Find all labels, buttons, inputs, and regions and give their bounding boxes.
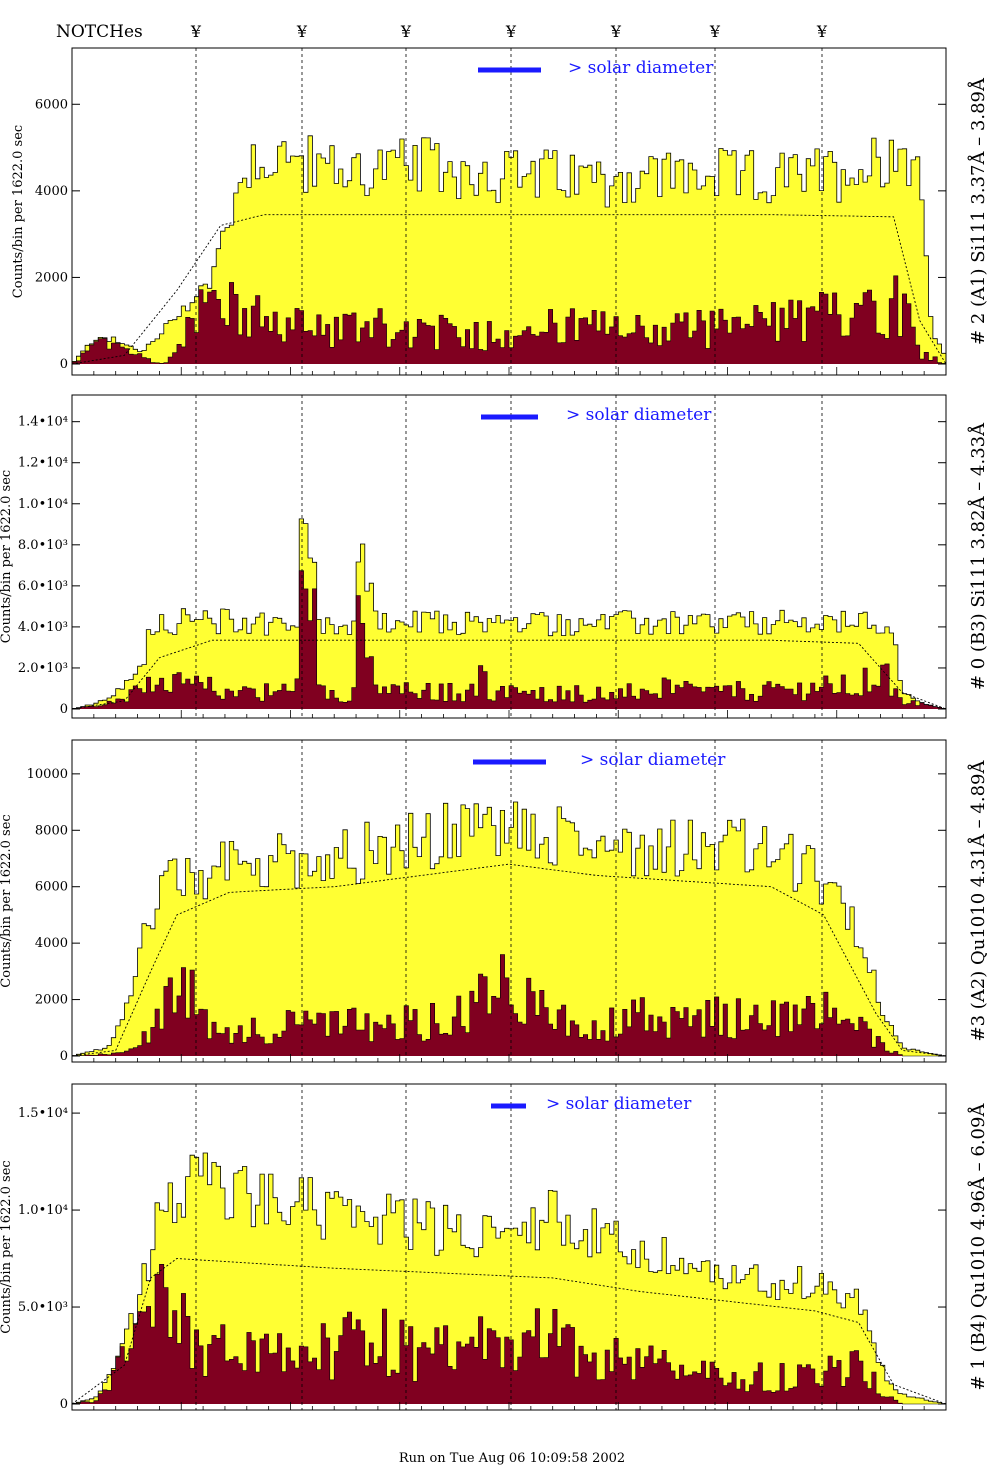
notch-markers: ¥ ¥ ¥ ¥ ¥ ¥ ¥ (190, 22, 828, 41)
y-axis-label: Counts/bin per 1622.0 sec (0, 814, 14, 987)
legend-text: > solar diameter (580, 750, 726, 770)
chart-panel: 0 2.0•10³ 4.0•10³ 6.0•10³ 8.0•10³ 1.0•10⁴ 1.2•… (0, 394, 989, 719)
total-counts-area (72, 135, 946, 364)
panel-label: # 1 (B4) Qu1010 4.96Å – 6.09Å (967, 1103, 989, 1391)
y-axis-label: Counts/bin per 1622.0 sec (0, 1160, 14, 1333)
y-tick-label: 0 (60, 1397, 68, 1412)
legend-text: > solar diameter (546, 1094, 692, 1114)
legend-text: > solar diameter (568, 58, 714, 78)
y-tick-label: 2.0•10³ (18, 661, 68, 676)
notches-label: NOTCHes (56, 22, 143, 42)
y-tick-label: 1.4•10⁴ (18, 415, 68, 430)
total-counts-area (72, 802, 946, 1056)
notch-marker: ¥ (610, 22, 622, 41)
y-tick-label: 2000 (35, 270, 68, 285)
y-tick-label: 10000 (27, 767, 68, 782)
model-curve (71, 863, 947, 1057)
panels: 0 2000 4000 6000 Counts/bin per 1622.0 sec # … (0, 47, 989, 1412)
y-tick-label: 1.0•10⁴ (18, 1203, 68, 1218)
total-counts-outline (72, 801, 946, 1056)
panel-label: #3 (A2) Qu1010 4.31Å – 4.89Å (967, 760, 989, 1042)
background-counts-outline (72, 570, 946, 710)
background-counts-outline (72, 954, 946, 1057)
y-tick-label: 4.0•10³ (18, 620, 68, 635)
background-counts-area (72, 1264, 946, 1404)
y-tick-label: 8.0•10³ (18, 538, 68, 553)
notch-marker: ¥ (505, 22, 517, 41)
chart-panel: 0 2000 4000 6000 Counts/bin per 1622.0 sec # … (11, 47, 989, 376)
y-axis-label: Counts/bin per 1622.0 sec (0, 470, 14, 643)
total-counts-outline (72, 518, 946, 709)
run-footer: Run on Tue Aug 06 10:09:58 2002 (399, 1451, 625, 1466)
notch-marker: ¥ (400, 22, 412, 41)
y-tick-label: 0 (60, 702, 68, 717)
background-counts-outline (72, 1264, 946, 1405)
notch-marker: ¥ (190, 22, 202, 41)
panel-label: # 0 (B3) Si111 3.82Å – 4.33Å (967, 422, 989, 690)
y-tick-label: 1.5•10⁴ (18, 1106, 68, 1121)
panel-label: # 2 (A1) Si111 3.37Å – 3.89Å (967, 77, 989, 345)
total-counts-outline (72, 1152, 946, 1404)
background-counts-area (72, 275, 946, 364)
y-tick-label: 5.0•10³ (18, 1300, 68, 1315)
y-tick-label: 6000 (35, 880, 68, 895)
y-tick-label: 0 (60, 1049, 68, 1064)
y-axis-label: Counts/bin per 1622.0 sec (11, 125, 26, 298)
model-curve (71, 1258, 947, 1405)
y-tick-label: 0 (60, 357, 68, 372)
model-curve (71, 214, 947, 365)
background-counts-outline (72, 275, 946, 364)
chart-panel: 0 2000 4000 6000 8000 10000 Counts/bin per 162… (0, 739, 989, 1064)
y-tick-label: 6.0•10³ (18, 579, 68, 594)
y-tick-label: 1.2•10⁴ (18, 456, 68, 471)
y-tick-label: 4000 (35, 184, 68, 199)
model-curve (71, 639, 947, 710)
y-tick-label: 6000 (35, 97, 68, 112)
notch-marker: ¥ (296, 22, 308, 41)
legend-text: > solar diameter (566, 405, 712, 425)
y-tick-label: 2000 (35, 993, 68, 1008)
total-counts-area (72, 518, 946, 709)
notch-marker: ¥ (816, 22, 828, 41)
chart-panel: 0 5.0•10³ 1.0•10⁴ 1.5•10⁴ Counts/bin per 162… (0, 1083, 989, 1412)
y-tick-label: 8000 (35, 823, 68, 838)
total-counts-outline (72, 135, 946, 362)
y-tick-label: 4000 (35, 936, 68, 951)
notch-marker: ¥ (709, 22, 721, 41)
y-tick-label: 1.0•10⁴ (18, 497, 68, 512)
